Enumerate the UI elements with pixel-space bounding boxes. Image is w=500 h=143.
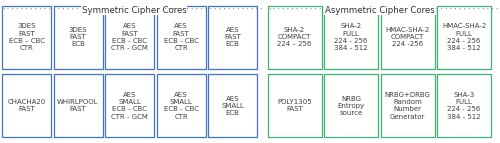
FancyBboxPatch shape [324, 74, 378, 137]
Text: ······················: ······················ [1, 6, 103, 14]
FancyBboxPatch shape [156, 74, 206, 137]
FancyBboxPatch shape [54, 74, 102, 137]
FancyBboxPatch shape [380, 74, 434, 137]
Text: AES
SMALL
ECB - CBC
CTR - GCM: AES SMALL ECB - CBC CTR - GCM [111, 92, 148, 120]
Text: ···············: ··············· [430, 6, 499, 14]
Text: ···············: ··············· [268, 6, 337, 14]
FancyBboxPatch shape [208, 74, 257, 137]
Text: 3DES
FAST
ECB: 3DES FAST ECB [69, 27, 87, 47]
FancyBboxPatch shape [437, 6, 491, 69]
FancyBboxPatch shape [268, 74, 322, 137]
Text: CHACHA20
FAST: CHACHA20 FAST [8, 99, 46, 112]
Text: AES
SMALL
ECB - CBC
CTR: AES SMALL ECB - CBC CTR [164, 92, 198, 120]
FancyBboxPatch shape [324, 6, 378, 69]
Text: NRBG
Entropy
source: NRBG Entropy source [338, 96, 364, 116]
FancyBboxPatch shape [380, 6, 434, 69]
Text: AES
SMALL
ECB: AES SMALL ECB [221, 96, 244, 116]
FancyBboxPatch shape [105, 74, 154, 137]
Text: SHA-2
FULL
224 - 256
384 - 512: SHA-2 FULL 224 - 256 384 - 512 [334, 23, 368, 51]
Text: AES
FAST
ECB - CBC
CTR - GCM: AES FAST ECB - CBC CTR - GCM [111, 23, 148, 51]
Text: 3DES
FAST
ECB – CBC
CTR: 3DES FAST ECB – CBC CTR [8, 23, 44, 51]
FancyBboxPatch shape [437, 74, 491, 137]
FancyBboxPatch shape [105, 6, 154, 69]
FancyBboxPatch shape [208, 6, 257, 69]
Text: HMAC-SHA-2
FULL
224 - 256
384 - 512: HMAC-SHA-2 FULL 224 - 256 384 - 512 [442, 23, 486, 51]
FancyBboxPatch shape [54, 6, 102, 69]
FancyBboxPatch shape [268, 6, 322, 69]
FancyBboxPatch shape [2, 74, 51, 137]
Text: Symmetric Cipher Cores: Symmetric Cipher Cores [82, 6, 186, 14]
FancyBboxPatch shape [156, 6, 206, 69]
FancyBboxPatch shape [2, 6, 51, 69]
Text: WHIRLPOOL
FAST: WHIRLPOOL FAST [58, 99, 99, 112]
Text: Asymmetric Cipher Cores: Asymmetric Cipher Cores [325, 6, 435, 14]
Text: SHA-3
FULL
224 - 256
384 - 512: SHA-3 FULL 224 - 256 384 - 512 [447, 92, 481, 120]
Text: ······················: ······················ [162, 6, 264, 14]
Text: NRBG+DRBG
Random
Number
Generator: NRBG+DRBG Random Number Generator [384, 92, 430, 120]
Text: HMAC-SHA-2
COMPACT
224 -256: HMAC-SHA-2 COMPACT 224 -256 [386, 27, 430, 47]
Text: AES
FAST
ECB: AES FAST ECB [224, 27, 241, 47]
Text: AES
FAST
ECB - CBC
CTR: AES FAST ECB - CBC CTR [164, 23, 198, 51]
Text: POLY1305
FAST: POLY1305 FAST [277, 99, 312, 112]
Text: SHA-2
COMPACT
224 – 256: SHA-2 COMPACT 224 – 256 [278, 27, 312, 47]
